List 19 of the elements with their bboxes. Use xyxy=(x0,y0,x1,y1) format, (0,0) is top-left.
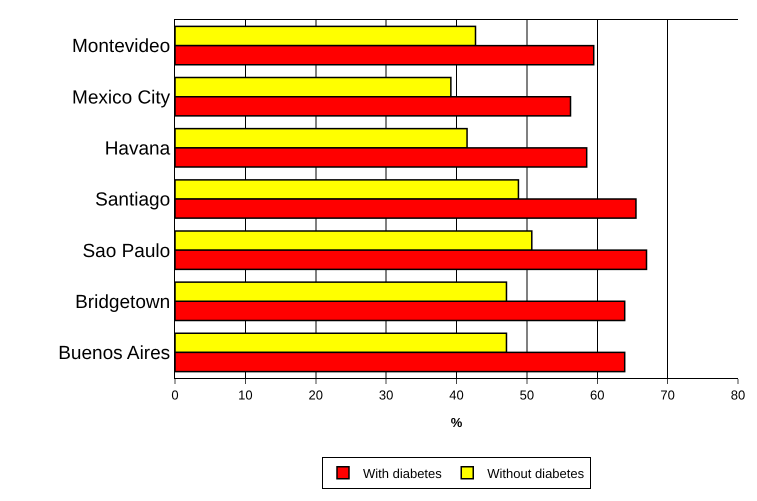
x-axis-title: % xyxy=(450,415,463,430)
y-tick-label: Montevideo xyxy=(72,36,170,58)
x-tick-label: 0 xyxy=(171,388,179,403)
x-tick-label: 50 xyxy=(520,388,534,403)
x-tick-label: 60 xyxy=(590,388,604,403)
legend-label: With diabetes xyxy=(363,466,442,481)
x-tick-label: 30 xyxy=(378,388,394,403)
x-tick-label: 20 xyxy=(308,388,323,403)
legend-label: Without diabetes xyxy=(487,466,585,481)
y-tick-label: Sao Paulo xyxy=(82,240,170,262)
y-tick-label: Havana xyxy=(104,138,171,160)
x-tick-label: 40 xyxy=(449,388,464,403)
y-tick-label: Santiago xyxy=(95,190,170,211)
y-tick-label: Buenos Aires xyxy=(58,343,170,364)
y-tick-label: Bridgetown xyxy=(75,292,170,313)
x-tick-label: 70 xyxy=(660,388,675,403)
x-tick-label: 10 xyxy=(238,388,253,403)
x-tick-label: 80 xyxy=(730,388,746,403)
y-tick-label: Mexico City xyxy=(72,87,171,108)
